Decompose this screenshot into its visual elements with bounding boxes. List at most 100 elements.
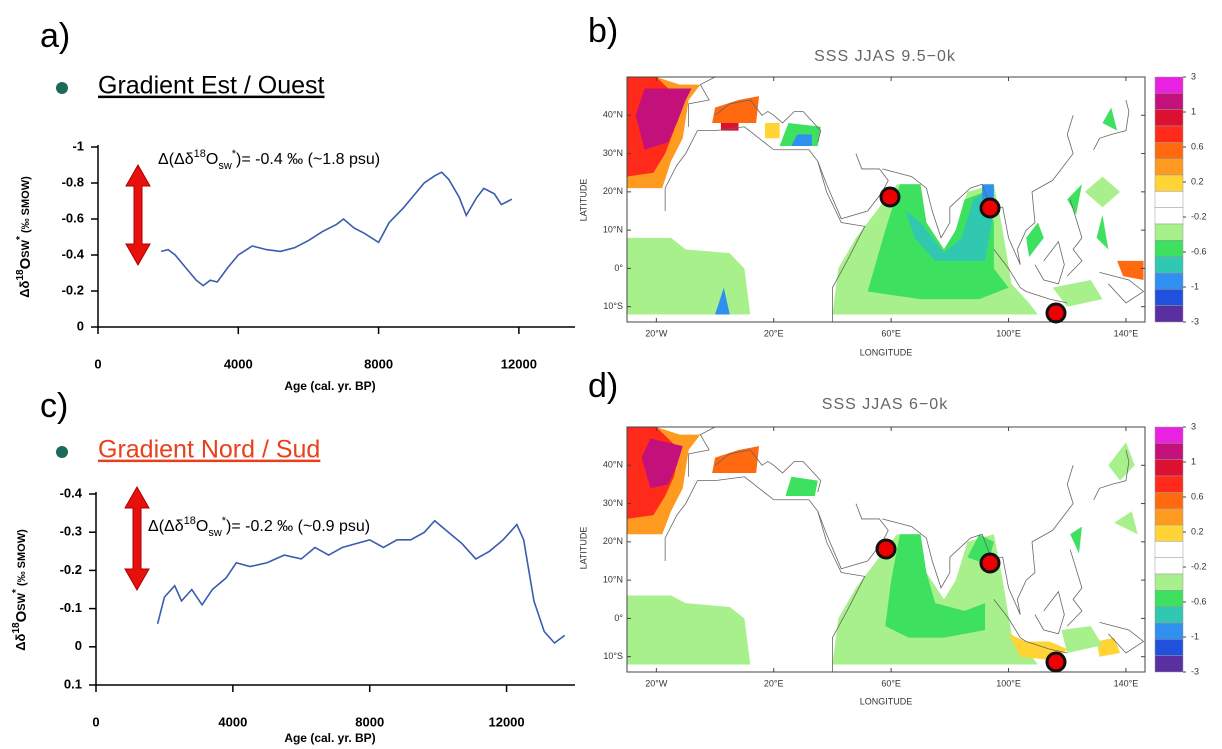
x-axis-label: Age (cal. yr. BP) — [284, 731, 375, 745]
colorbar-tick-label: -3 — [1191, 316, 1199, 326]
y-tick-label: 10°N — [603, 575, 623, 585]
label-part: O — [13, 610, 30, 622]
annotation: Δ(Δδ18Osw*)= -0.2 ‰ (~0.9 psu) — [148, 515, 370, 539]
colorbar-tick-label: -0.6 — [1191, 596, 1207, 606]
colorbar-tick-label: 3 — [1191, 71, 1196, 81]
x-tick-label: 4000 — [218, 714, 247, 729]
colorbar-box — [1154, 639, 1184, 656]
x-tick-label: 8000 — [355, 714, 384, 729]
x-tick-label: 0 — [94, 356, 101, 371]
annotation-part: O — [196, 518, 208, 535]
colorbar-tick-label: -0.6 — [1191, 246, 1207, 256]
colorbar-box — [1154, 109, 1184, 127]
colorbar-box — [1154, 475, 1184, 493]
annotation-part: * — [222, 515, 227, 527]
colorbar-tick-label: -1 — [1191, 281, 1199, 291]
y-tick-label: 40°N — [603, 110, 623, 120]
site-markers — [879, 186, 1067, 324]
colorbar-tick-label: 1 — [1191, 106, 1196, 116]
panel-label: c) — [40, 387, 68, 425]
colorbar-box — [1154, 240, 1184, 257]
colorbar-tick-label: 1 — [1191, 456, 1196, 466]
y-tick-label: -0.1 — [60, 600, 82, 615]
annotation-part: * — [232, 148, 237, 160]
colorbar-box — [1154, 305, 1184, 323]
colorbar-box — [1154, 272, 1184, 290]
colorbar-box — [1154, 557, 1184, 575]
y-tick-label: -0.4 — [62, 246, 85, 261]
x-axis-label: LONGITUDE — [860, 347, 913, 357]
label-part: (‰ SMOW) — [20, 176, 32, 236]
annotation-part: 18 — [184, 515, 196, 527]
x-tick-label: 20°W — [645, 328, 668, 338]
y-tick-label: 20°N — [603, 186, 623, 196]
y-tick-label: -0.6 — [62, 210, 84, 225]
heading: Gradient Nord / Sud — [98, 436, 320, 464]
y-tick-label: -1 — [72, 138, 84, 153]
colorbar-box — [1154, 223, 1184, 241]
y-axis-label: Δδ18OSW* (‰ SMOW) — [15, 176, 34, 298]
x-tick-label: 140°E — [1114, 328, 1139, 338]
arrow — [125, 163, 151, 267]
label-part: SW — [20, 239, 32, 257]
colorbar-box — [1154, 289, 1184, 306]
map-frame — [626, 426, 1146, 673]
y-axis-label: LATITUDE — [578, 179, 588, 222]
colorbar-box — [1154, 125, 1184, 143]
y-tick-label: -0.2 — [62, 282, 84, 297]
site — [1045, 302, 1067, 324]
bullet — [56, 82, 68, 94]
label-part: Δδ — [17, 280, 32, 297]
x-tick-label: 20°E — [764, 678, 784, 688]
y-tick-label: 0 — [77, 318, 84, 333]
y-tick-label: 30°N — [603, 498, 623, 508]
y-tick-label: -0.3 — [60, 524, 82, 539]
panel-label: d) — [588, 367, 618, 405]
site — [979, 552, 1001, 574]
x-tick-label: 100°E — [996, 678, 1021, 688]
site — [1045, 651, 1067, 673]
y-tick-label: 0 — [75, 638, 82, 653]
y-axis-label: LATITUDE — [578, 527, 588, 570]
colorbar-box — [1154, 158, 1184, 176]
colorbar-tick-label: 3 — [1191, 421, 1196, 431]
colorbar-box — [1154, 142, 1184, 159]
label-part: SW — [16, 592, 28, 610]
data-line — [156, 519, 566, 645]
colorbar-box — [1154, 174, 1184, 192]
x-tick-label: 20°E — [764, 328, 784, 338]
colorbar-box — [1154, 492, 1184, 509]
colorbar-box — [1154, 590, 1184, 607]
x-axis-label: Age (cal. yr. BP) — [284, 379, 375, 393]
x-tick-label: 140°E — [1114, 678, 1139, 688]
y-tick-label: 0.1 — [64, 676, 82, 691]
annotation-part: )= -0.4 ‰ (~1.8 psu) — [236, 151, 380, 168]
x-tick-label: 0 — [92, 714, 99, 729]
x-axis-label: LONGITUDE — [860, 696, 913, 706]
annotation-part: 18 — [194, 148, 206, 160]
colorbar-box — [1154, 256, 1184, 274]
y-tick-label: 10°S — [603, 301, 623, 311]
label-part: (‰ SMOW) — [16, 529, 28, 589]
label-part: Δδ — [13, 633, 28, 650]
colorbar-box — [1154, 93, 1184, 110]
colorbar-box — [1154, 622, 1184, 640]
colorbar-box — [1154, 426, 1184, 444]
data-line — [160, 171, 513, 287]
x-tick-label: 60°E — [881, 328, 901, 338]
label-part: 18 — [11, 622, 22, 634]
annotation-part: sw — [208, 527, 222, 539]
colorbar-tick-label: -0.2 — [1191, 211, 1207, 221]
heading: Gradient Est / Ouest — [98, 72, 325, 100]
map-title: SSS JJAS 9.5−0k — [814, 48, 956, 65]
y-tick-label: -0.8 — [62, 174, 84, 189]
label-part: 18 — [15, 269, 26, 281]
map-field — [627, 427, 1145, 672]
colorbar-box — [1154, 573, 1184, 591]
colorbar-tick-label: -3 — [1191, 666, 1199, 676]
map-frame — [626, 76, 1146, 323]
site-markers — [875, 538, 1067, 673]
annotation-part: )= -0.2 ‰ (~0.9 psu) — [226, 518, 370, 535]
y-axis-label: Δδ18OSW* (‰ SMOW) — [11, 529, 30, 651]
